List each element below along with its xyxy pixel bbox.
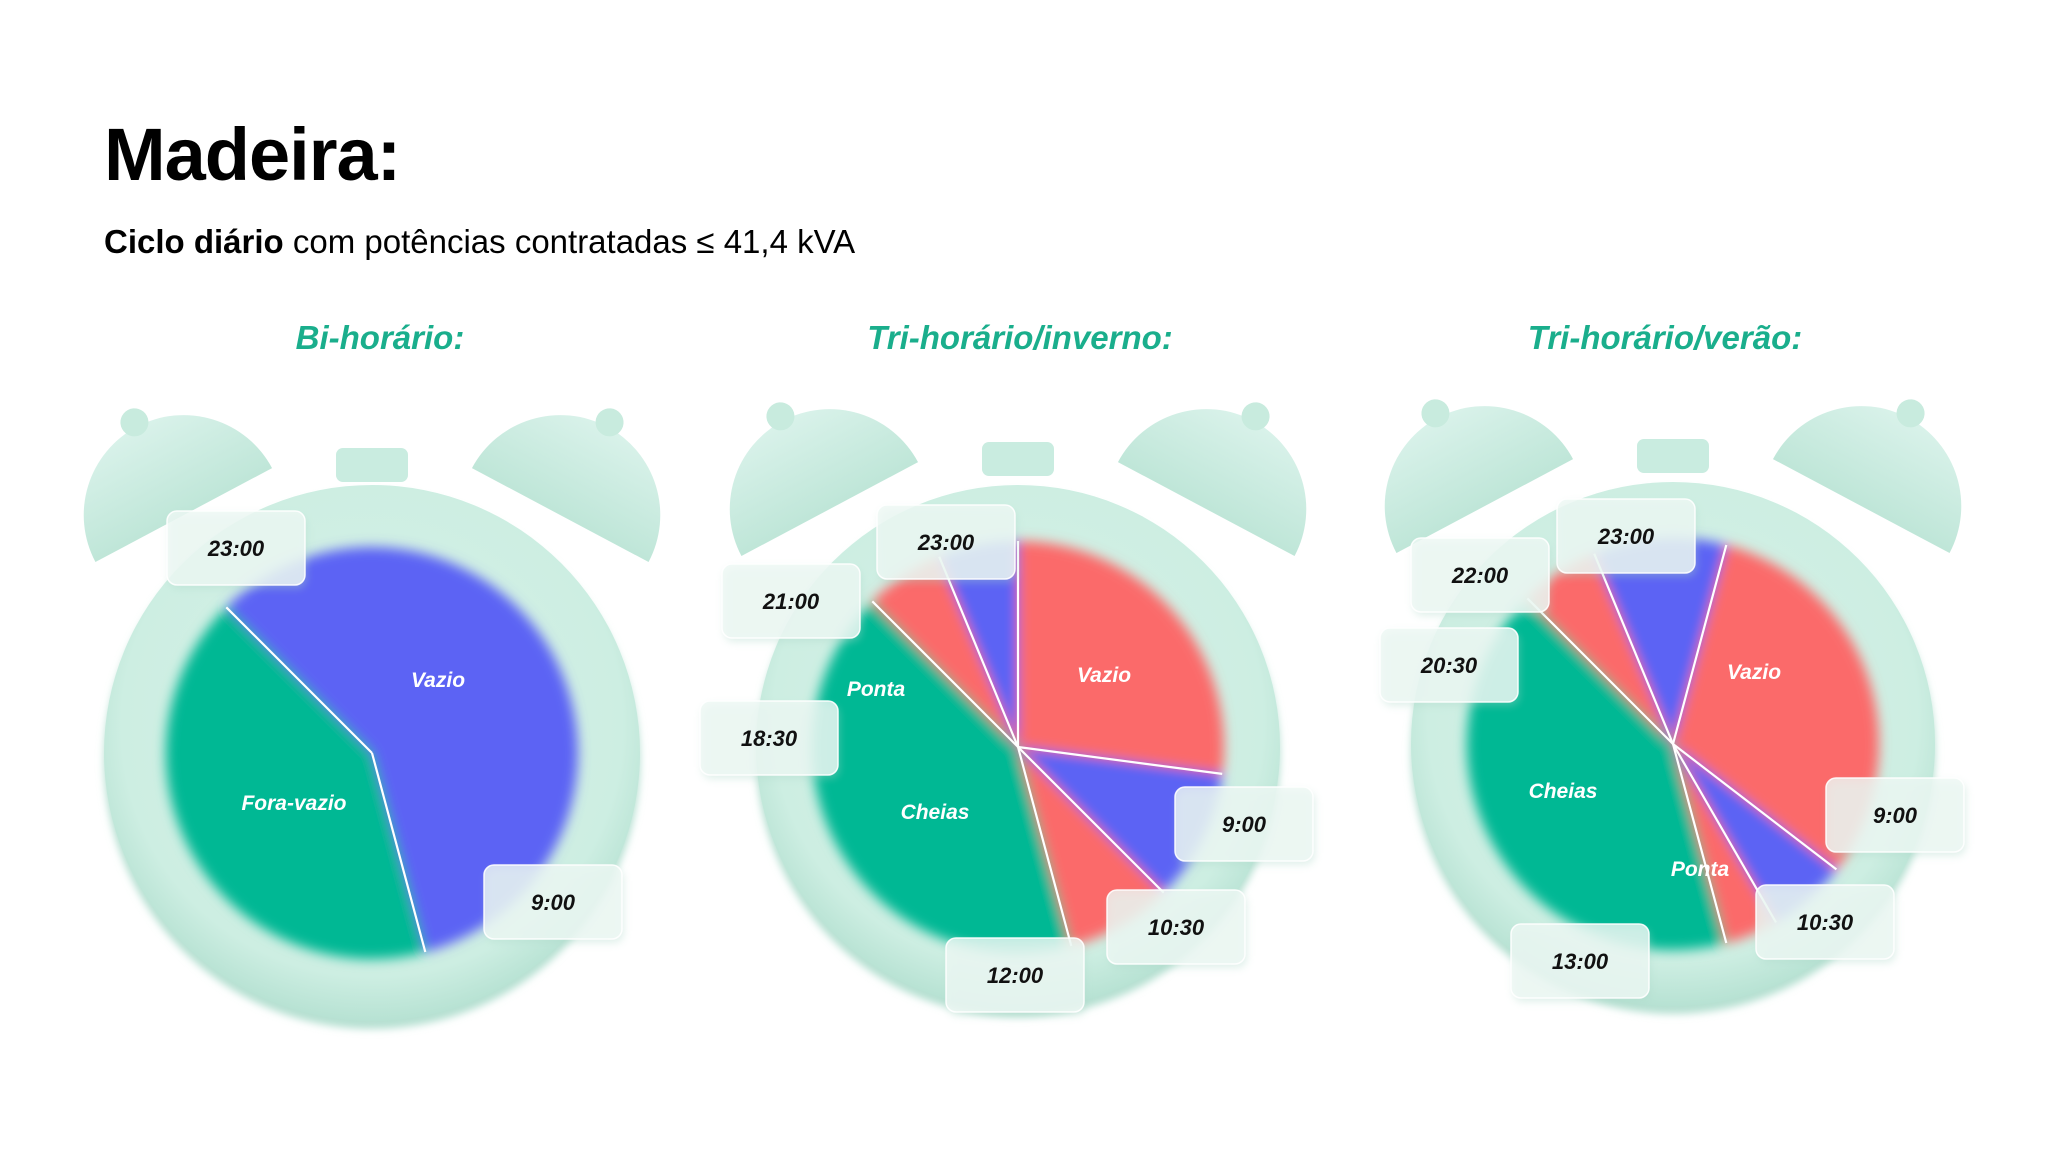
slice-divider-23-00 (1016, 746, 1073, 947)
clock-title-bi-horario: Bi-horário: (295, 319, 465, 356)
slice-divider-10-30 (1593, 553, 1675, 745)
time-label-23-00: 23:00 (166, 510, 307, 589)
pie-slice-22-00-23-00 (1673, 744, 1776, 943)
time-label-text: 9:00 (1222, 812, 1267, 837)
pie-slice-vazio (1466, 598, 1727, 951)
time-label-text: 9:00 (531, 890, 576, 915)
slice-divider-21-00 (1017, 746, 1165, 894)
time-label-12-00: 12:00 (945, 937, 1086, 1016)
clock-knob-icon (982, 442, 1054, 476)
time-label-text: 23:00 (1597, 524, 1655, 549)
slice-divider-20-30 (1672, 743, 1838, 871)
time-label-18-30: 18:30 (699, 700, 840, 779)
time-label-text: 23:00 (917, 530, 975, 555)
slice-label-vazio: Vazio (1077, 664, 1131, 687)
slice-label-ponta: Ponta (847, 678, 906, 701)
time-label-22-00: 22:00 (1410, 537, 1551, 616)
clock-title-tri-horario-verao: Tri-horário/verão: (1527, 319, 1803, 356)
time-label-23-00: 23:00 (1556, 498, 1697, 577)
time-label-21-00: 21:00 (721, 563, 862, 642)
clock-knob-icon (336, 448, 408, 482)
pie-slice-vazio (165, 607, 426, 960)
slice-label-cheias: Cheias (1529, 780, 1598, 803)
time-label-text: 21:00 (762, 589, 820, 614)
subtitle-rest: com potências contratadas ≤ 41,4 kVA (283, 223, 856, 260)
time-label-9-00: 9:00 (1825, 777, 1966, 856)
time-label-10-30: 10:30 (1106, 889, 1247, 968)
pie-slice-9-00-10-30 (872, 556, 1018, 747)
time-label-text: 23:00 (207, 536, 265, 561)
time-label-text: 10:30 (1797, 910, 1854, 935)
pie-slice-9-00-10-30 (1527, 553, 1673, 744)
slice-label-fora-vazio: Fora-vazio (241, 792, 346, 815)
bell-right-icon (471, 408, 661, 563)
time-label-text: 9:00 (1873, 803, 1918, 828)
time-label-13-00: 13:00 (1510, 923, 1651, 1002)
slice-divider-9-00 (225, 606, 373, 754)
slice-label-ponta: Ponta (1671, 858, 1730, 881)
slice-label-vazio: Vazio (1727, 661, 1781, 684)
time-label-10-30: 10:30 (1755, 884, 1896, 963)
slice-divider-13-00 (1671, 544, 1728, 745)
clock-knob-icon (1637, 439, 1709, 473)
bell-left-icon (729, 402, 919, 557)
time-label-9-00: 9:00 (483, 864, 624, 943)
pie-slice-ponta (1018, 747, 1223, 893)
time-label-text: 20:30 (1420, 653, 1478, 678)
slice-divider-9-00 (1526, 597, 1674, 745)
slice-divider-18-30 (1017, 745, 1223, 775)
time-label-9-00: 9:00 (1174, 786, 1315, 865)
bell-left-icon (1384, 399, 1574, 554)
bell-left-icon (83, 408, 273, 563)
page-subtitle: Ciclo diário com potências contratadas ≤… (104, 222, 855, 262)
time-label-23-00: 23:00 (876, 504, 1017, 583)
bell-right-icon (1117, 402, 1307, 557)
clock-title-tri-horario-inverno: Tri-horário/inverno: (867, 319, 1173, 356)
bell-right-icon (1772, 399, 1962, 554)
time-label-text: 10:30 (1148, 915, 1205, 940)
time-label-text: 13:00 (1552, 949, 1609, 974)
time-label-text: 18:30 (741, 726, 798, 751)
time-label-text: 22:00 (1451, 563, 1509, 588)
pie-slice-vazio (811, 601, 1072, 954)
pie-slice-ponta (1594, 538, 1727, 744)
clock-bi-horario: Vazio Fora-vazio 23:00 9:00 (83, 408, 661, 1029)
pie-slice-cheias (1018, 541, 1224, 774)
clock-tri-horario-verao: Vazio Ponta Cheias 23:00 22:00 20:30 9:00 10:30… (1379, 399, 1966, 1014)
slice-divider-9-00 (871, 600, 1019, 748)
clock-tri-horario-inverno: Vazio Cheias Ponta 23:00 21:00 18:30 9:00 10:30… (699, 402, 1315, 1017)
page-title: Madeira: (104, 113, 401, 196)
pie-slice-20-30-22-00 (1673, 744, 1837, 923)
time-label-text: 12:00 (987, 963, 1044, 988)
slice-divider-23-00 (370, 752, 427, 953)
subtitle-bold: Ciclo diário (104, 223, 284, 260)
time-label-20-30: 20:30 (1379, 627, 1520, 706)
slice-divider-23-00 (1671, 743, 1728, 944)
pie-slice-10-30-12-00 (939, 541, 1018, 747)
pie-slice-fora-vazio (226, 547, 578, 952)
slice-divider-10-30 (938, 556, 1020, 748)
slice-label-cheias: Cheias (901, 801, 970, 824)
slice-label-vazio: Vazio (411, 669, 465, 692)
